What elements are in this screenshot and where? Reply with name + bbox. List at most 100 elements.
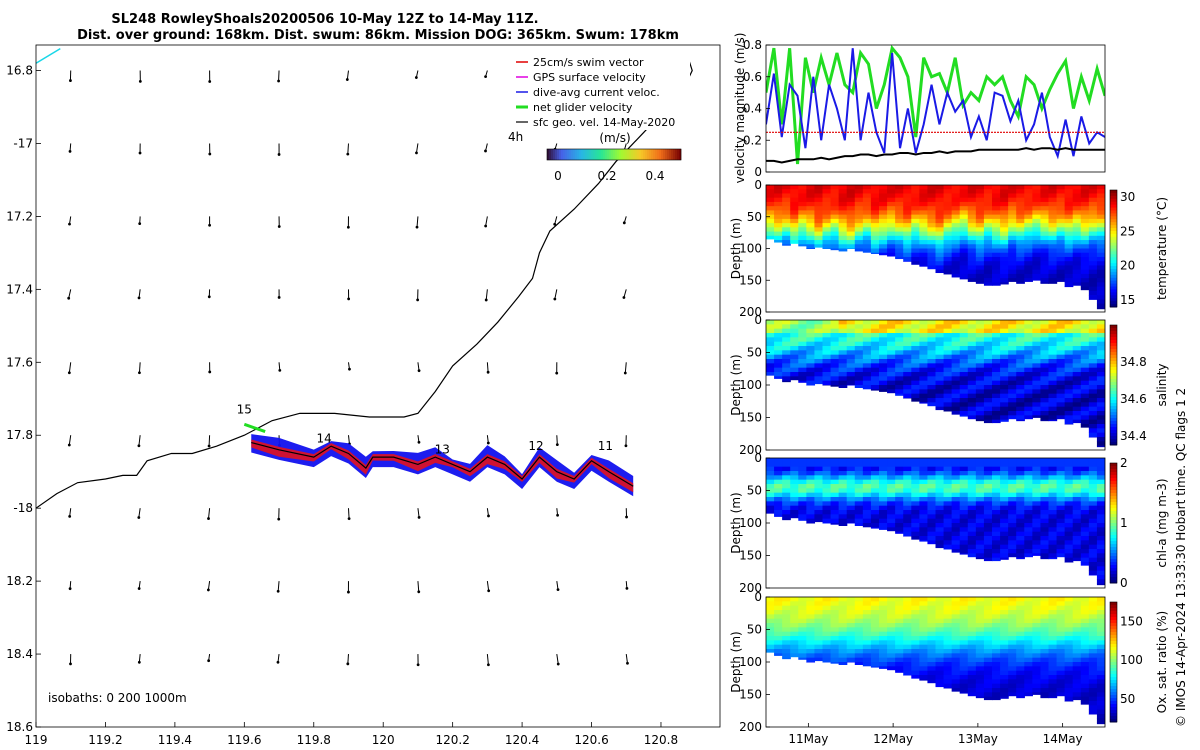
profile-cell: [838, 601, 848, 607]
profile-cell: [838, 227, 848, 232]
profile-cell: [1056, 252, 1066, 258]
profile-cell: [766, 618, 775, 624]
profile-cell: [992, 261, 1001, 266]
map-colorbar-label: (m/s): [599, 131, 630, 145]
profile-cell: [951, 385, 961, 390]
profile-cell: [951, 244, 961, 249]
profile-cell: [1072, 223, 1082, 228]
profile-colorbar-cell: [1110, 298, 1117, 302]
profile-cell: [903, 398, 912, 399]
profile-cell: [862, 518, 872, 524]
profile-cell: [1000, 557, 1009, 560]
profile-cell: [1072, 462, 1082, 468]
profile-cell: [1040, 235, 1050, 241]
profile-cell: [975, 269, 985, 275]
profile-cell: [806, 227, 816, 232]
profile-cell: [846, 488, 856, 494]
profile-cell: [1088, 290, 1098, 296]
profile-cell: [975, 557, 985, 560]
profile-cell: [951, 523, 961, 528]
profile-cell: [806, 610, 816, 615]
profile-cell: [1056, 185, 1066, 190]
profile-cell: [992, 484, 1001, 489]
profile-cell: [1072, 380, 1082, 386]
profile-cell: [983, 462, 993, 468]
profile-cell: [782, 367, 791, 373]
profile-colorbar-cell: [1110, 198, 1117, 203]
profile-y-tick-label: 150: [739, 411, 762, 425]
map-colorbar-cell: [635, 149, 638, 160]
profile-cell: [1064, 540, 1074, 546]
profile-cell: [1088, 269, 1098, 275]
profile-cell: [1096, 354, 1105, 360]
profile-cell: [1000, 614, 1009, 620]
profile-cell: [903, 531, 912, 537]
profile-cell: [1096, 231, 1105, 237]
sfc-geo-arrow: [207, 581, 211, 590]
profile-cell: [951, 367, 961, 373]
profile-cell: [927, 614, 937, 620]
profile-colorbar-cell: [1110, 698, 1117, 702]
profile-cell: [967, 320, 977, 325]
profile-cell: [1008, 240, 1017, 245]
profile-cell: [983, 466, 993, 472]
profile-colorbar-cell: [1110, 283, 1117, 288]
profile-cell: [983, 406, 993, 412]
profile-cell: [1016, 354, 1025, 360]
profile-cell: [1096, 696, 1105, 702]
profile-cell: [992, 385, 1001, 390]
profile-cell: [774, 614, 783, 620]
profile-cell: [919, 540, 929, 542]
profile-cell: [1096, 286, 1105, 292]
day-label: 11: [598, 439, 613, 453]
profile-cell: [959, 235, 969, 241]
profile-cell: [1024, 350, 1033, 356]
profile-cell: [1040, 657, 1050, 663]
profile-cell: [838, 197, 848, 203]
profile-cell: [814, 644, 824, 650]
profile-cell: [1032, 679, 1042, 685]
profile-cell: [1088, 484, 1098, 489]
profile-cell: [959, 328, 969, 334]
map-colorbar-cell: [575, 149, 578, 160]
profile-colorbar-cell: [1110, 650, 1117, 654]
profile-cell: [959, 273, 969, 279]
profile-cell: [935, 510, 945, 515]
profile-cell: [1088, 354, 1098, 360]
profile-cell: [895, 193, 904, 199]
profile-cell: [895, 337, 904, 343]
profile-cell: [959, 248, 969, 254]
profile-cell: [1048, 273, 1058, 279]
profile-colorbar-cell: [1110, 517, 1117, 521]
profile-cell: [895, 531, 904, 534]
profile-cell: [959, 227, 969, 232]
profile-cell: [1032, 320, 1042, 325]
profile-cell: [983, 248, 993, 254]
profile-cell: [983, 231, 993, 237]
profile-cell: [887, 231, 896, 237]
profile-cell: [1096, 601, 1105, 607]
velocity-series-line: [766, 48, 1105, 160]
profile-cell: [782, 218, 791, 224]
profile-cell: [790, 376, 799, 381]
profile-cell: [870, 248, 880, 254]
profile-cell: [919, 644, 929, 650]
profile-cell: [975, 553, 985, 559]
profile-cell: [943, 372, 953, 377]
profile-cell: [1040, 333, 1050, 338]
profile-cell: [1056, 354, 1066, 360]
profile-cell: [911, 346, 920, 351]
profile-cell: [1040, 636, 1050, 641]
sfc-geo-velocity-field: [67, 70, 629, 667]
profile-cell: [983, 527, 993, 533]
profile-cell: [830, 644, 840, 650]
profile-cell: [822, 510, 832, 515]
profile-cell: [879, 627, 888, 633]
profile-cell: [822, 372, 832, 377]
profile-cell: [975, 666, 985, 672]
profile-cell: [975, 324, 985, 330]
profile-cell: [1088, 709, 1098, 715]
profile-cell: [1096, 363, 1105, 369]
profile-cell: [774, 623, 783, 628]
profile-cell: [854, 462, 864, 468]
